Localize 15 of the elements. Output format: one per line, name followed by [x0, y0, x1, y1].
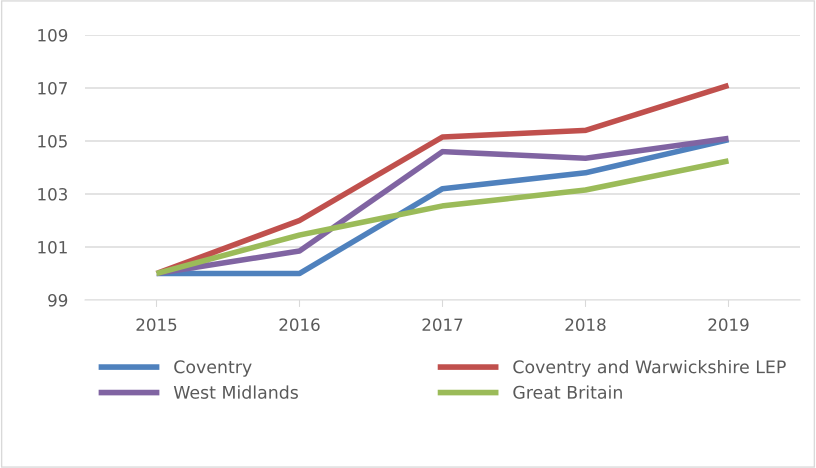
legend-label: Great Britain: [513, 385, 622, 399]
x-tick-label: 2015: [136, 318, 176, 331]
y-tick-label: 109: [38, 28, 68, 42]
y-tick-label: 99: [48, 294, 68, 307]
x-tick-label: 2019: [708, 318, 749, 331]
legend-label: West Midlands: [174, 385, 298, 399]
x-tick-label: 2018: [566, 318, 606, 331]
y-tick-label: 105: [38, 134, 67, 148]
x-tick-label: 2016: [280, 318, 320, 331]
y-tick-label: 107: [38, 82, 67, 95]
y-tick-label: 101: [38, 240, 67, 254]
y-tick-label: 103: [38, 188, 67, 201]
legend-label: Coventry: [174, 360, 252, 377]
legend-label: Coventry and Warwickshire LEP: [513, 360, 786, 377]
x-tick-label: 2017: [422, 318, 462, 331]
